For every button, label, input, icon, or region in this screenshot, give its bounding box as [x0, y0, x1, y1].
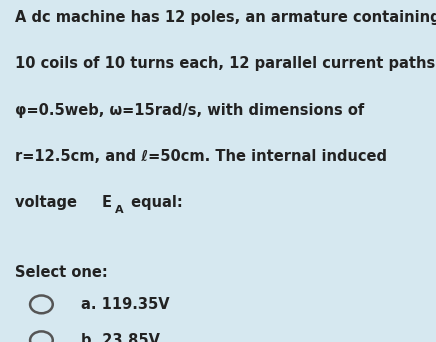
Text: voltage: voltage	[15, 195, 82, 210]
Text: 10 coils of 10 turns each, 12 parallel current paths,: 10 coils of 10 turns each, 12 parallel c…	[15, 56, 436, 71]
Text: r=12.5cm, and ℓ=50cm. The internal induced: r=12.5cm, and ℓ=50cm. The internal induc…	[15, 149, 387, 164]
Circle shape	[30, 331, 53, 342]
Text: equal:: equal:	[126, 195, 183, 210]
Text: a. 119.35V: a. 119.35V	[81, 297, 169, 312]
Text: E: E	[102, 195, 112, 210]
Text: A dc machine has 12 poles, an armature containing: A dc machine has 12 poles, an armature c…	[15, 10, 436, 25]
Text: b. 23.85V: b. 23.85V	[81, 333, 160, 342]
Text: Select one:: Select one:	[15, 265, 108, 280]
Circle shape	[30, 295, 53, 313]
Text: A: A	[115, 205, 123, 214]
Text: φ=0.5web, ω=15rad/s, with dimensions of: φ=0.5web, ω=15rad/s, with dimensions of	[15, 103, 364, 118]
